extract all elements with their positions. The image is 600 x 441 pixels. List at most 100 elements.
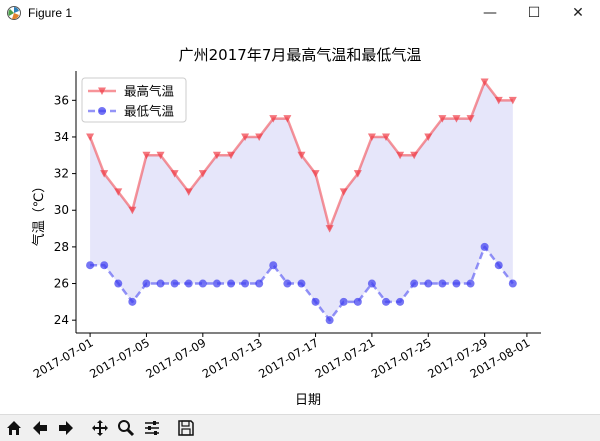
high-series-point	[255, 133, 264, 141]
y-tick-label: 30	[54, 203, 69, 217]
high-series-point	[114, 188, 123, 196]
low-series-point	[184, 279, 193, 288]
low-series-point	[156, 279, 165, 288]
x-tick-label: 2017-07-17	[256, 335, 321, 381]
low-series-point	[311, 297, 320, 306]
low-series-point	[198, 279, 207, 288]
configure-subplots-icon[interactable]	[140, 416, 164, 440]
high-series-point	[382, 133, 390, 141]
minimize-button[interactable]: —	[483, 5, 497, 21]
high-series-point	[466, 115, 475, 123]
low-series-point	[142, 279, 151, 288]
high-series-point	[283, 115, 292, 123]
low-series-point	[170, 279, 179, 288]
high-series-point	[367, 133, 376, 141]
window-titlebar: Figure 1 — ☐ ✕	[0, 0, 600, 26]
low-series-point	[212, 279, 221, 288]
low-series-point	[508, 279, 517, 288]
y-tick-label: 32	[54, 167, 69, 181]
low-series-point	[255, 279, 264, 288]
low-series-point	[452, 279, 461, 288]
high-series-point	[325, 225, 334, 233]
low-series-point	[241, 279, 250, 288]
low-series-point	[367, 279, 376, 288]
y-tick-label: 24	[54, 313, 69, 327]
high-series-point	[424, 133, 433, 141]
pan-icon[interactable]	[88, 416, 112, 440]
low-series-point	[283, 279, 292, 288]
high-series-point	[452, 115, 461, 123]
high-series-point	[100, 170, 109, 178]
legend-low-label: 最低气温	[124, 104, 175, 119]
high-series-point	[227, 151, 235, 160]
low-series-point	[128, 297, 137, 306]
chart: 广州2017年7月最高气温和最低气温 24 26 28 30 32 34 36 2017-07…	[31, 46, 541, 408]
fill-between-area	[90, 81, 513, 321]
low-series-point	[410, 279, 419, 288]
high-series-point	[212, 151, 221, 160]
x-tick-label: 2017-07-09	[143, 335, 208, 381]
high-series-point	[410, 151, 419, 160]
window-title: Figure 1	[28, 6, 73, 20]
high-series-point	[508, 96, 517, 105]
high-series-point	[494, 96, 503, 105]
high-series-point	[128, 206, 137, 215]
low-series-point	[480, 242, 489, 251]
legend-box	[81, 77, 187, 123]
low-series-point	[438, 279, 447, 288]
low-series-point	[100, 261, 109, 270]
y-tick-label: 34	[54, 130, 69, 144]
close-button[interactable]: ✕	[572, 5, 584, 21]
high-series-point	[156, 151, 165, 160]
zoom-icon[interactable]	[114, 416, 138, 440]
low-series-point	[297, 279, 306, 288]
x-tick-label: 2017-07-21	[313, 335, 378, 381]
chart-title: 广州2017年7月最高气温和最低气温	[179, 46, 422, 64]
high-series-point	[198, 170, 207, 178]
back-icon[interactable]	[28, 416, 52, 440]
y-tick-label: 26	[54, 277, 69, 291]
low-series-point	[325, 316, 334, 325]
high-series-point	[438, 115, 447, 123]
forward-icon[interactable]	[54, 416, 78, 440]
maximize-button[interactable]: ☐	[527, 5, 541, 21]
high-series-point	[480, 78, 489, 86]
x-tick-label: 2017-07-05	[87, 335, 152, 381]
home-icon[interactable]	[2, 416, 26, 440]
low-series-point	[466, 279, 475, 288]
navigation-toolbar	[0, 414, 600, 441]
y-tick-label: 28	[54, 240, 69, 254]
x-tick-label: 2017-07-01	[31, 335, 96, 381]
high-series-point	[170, 170, 179, 178]
high-series-point	[311, 170, 320, 178]
legend-high-label: 最高气温	[124, 84, 175, 99]
low-series-point	[227, 279, 235, 288]
high-series-point	[86, 133, 95, 141]
high-series-point	[184, 188, 193, 196]
low-series-point	[424, 279, 433, 288]
legend-high-marker	[98, 87, 106, 95]
high-series-point	[142, 151, 151, 160]
window-controls: — ☐ ✕	[468, 0, 600, 26]
matplotlib-icon	[6, 5, 22, 21]
low-series-point	[382, 297, 390, 306]
x-axis-label: 日期	[295, 393, 321, 408]
y-axis-label: 气温（℃）	[31, 180, 47, 247]
y-tick-label: 36	[54, 93, 69, 107]
x-tick-label: 2017-07-13	[200, 335, 265, 381]
low-series-point	[269, 261, 278, 270]
high-series-point	[396, 151, 405, 160]
figure-canvas: 广州2017年7月最高气温和最低气温 24 26 28 30 32 34 36 2017-07…	[0, 26, 600, 414]
low-series-point	[339, 297, 348, 306]
high-series-point	[269, 115, 278, 123]
high-series-point	[353, 170, 362, 178]
save-icon[interactable]	[174, 416, 198, 440]
low-series-point	[353, 297, 362, 306]
legend-low-marker	[98, 107, 106, 115]
low-series-point	[114, 279, 123, 288]
low-series-point	[86, 261, 95, 270]
high-series-point	[241, 133, 250, 141]
x-tick-label: 2017-07-25	[369, 335, 434, 381]
high-series-point	[297, 151, 306, 160]
